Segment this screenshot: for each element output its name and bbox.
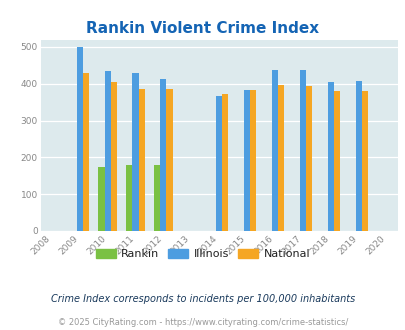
Bar (243, 90, 249, 231)
Bar (138, 88, 144, 231)
Bar (305, 86, 311, 231)
Bar (111, 82, 117, 231)
Bar (83, 73, 89, 231)
Bar (271, 70, 277, 231)
Bar (215, 96, 222, 231)
Bar (222, 94, 228, 231)
Bar (249, 90, 256, 231)
Bar (104, 71, 111, 231)
Bar (77, 47, 83, 231)
Bar (154, 165, 160, 231)
Bar (299, 70, 305, 231)
Bar (361, 91, 367, 231)
Legend: Rankin, Illinois, National: Rankin, Illinois, National (91, 244, 314, 263)
Text: © 2025 CityRating.com - https://www.cityrating.com/crime-statistics/: © 2025 CityRating.com - https://www.city… (58, 318, 347, 327)
Bar (132, 74, 138, 231)
Text: Rankin Violent Crime Index: Rankin Violent Crime Index (86, 21, 319, 36)
Bar (277, 85, 284, 231)
Bar (355, 81, 361, 231)
Bar (327, 82, 333, 231)
Bar (160, 79, 166, 231)
Bar (98, 167, 104, 231)
Bar (333, 91, 339, 231)
Bar (126, 165, 132, 231)
Text: Crime Index corresponds to incidents per 100,000 inhabitants: Crime Index corresponds to incidents per… (51, 294, 354, 304)
Bar (166, 88, 172, 231)
